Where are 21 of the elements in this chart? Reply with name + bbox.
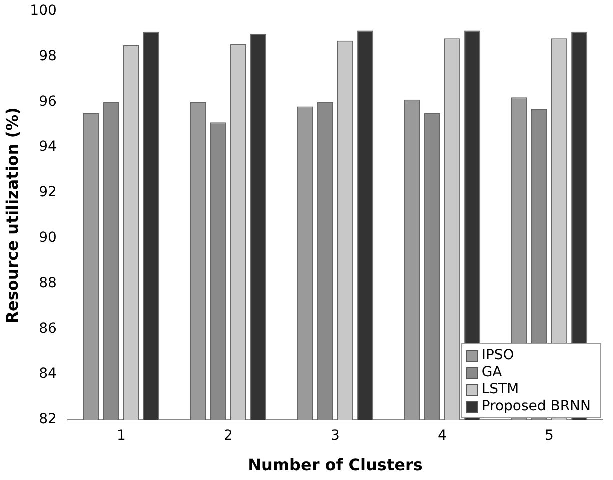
legend-label: LSTM — [482, 382, 520, 398]
y-axis-title: Resource utilization (%) — [2, 108, 22, 324]
y-tick-label: 96 — [39, 94, 57, 110]
y-tick-label: 98 — [39, 48, 57, 64]
x-tick-label: 5 — [545, 428, 554, 444]
x-axis-title: Number of Clusters — [248, 456, 423, 475]
legend-label: Proposed BRNN — [482, 398, 592, 415]
y-tick-label: 86 — [39, 320, 57, 337]
y-tick-label: 100 — [30, 3, 57, 20]
x-tick-label: 2 — [224, 428, 233, 444]
y-tick-label: 82 — [39, 412, 57, 428]
y-tick-label: 92 — [39, 184, 57, 201]
x-tick-label: 4 — [438, 428, 448, 444]
x-tick-label: 1 — [116, 428, 126, 444]
y-tick-label: 94 — [39, 139, 57, 156]
legend-label: GA — [482, 364, 503, 381]
y-tick-label: 88 — [39, 275, 57, 292]
legend-label: IPSO — [482, 348, 514, 364]
y-tick-label: 84 — [39, 366, 57, 382]
y-tick-label: 90 — [39, 230, 57, 246]
x-tick-label: 3 — [331, 428, 340, 444]
